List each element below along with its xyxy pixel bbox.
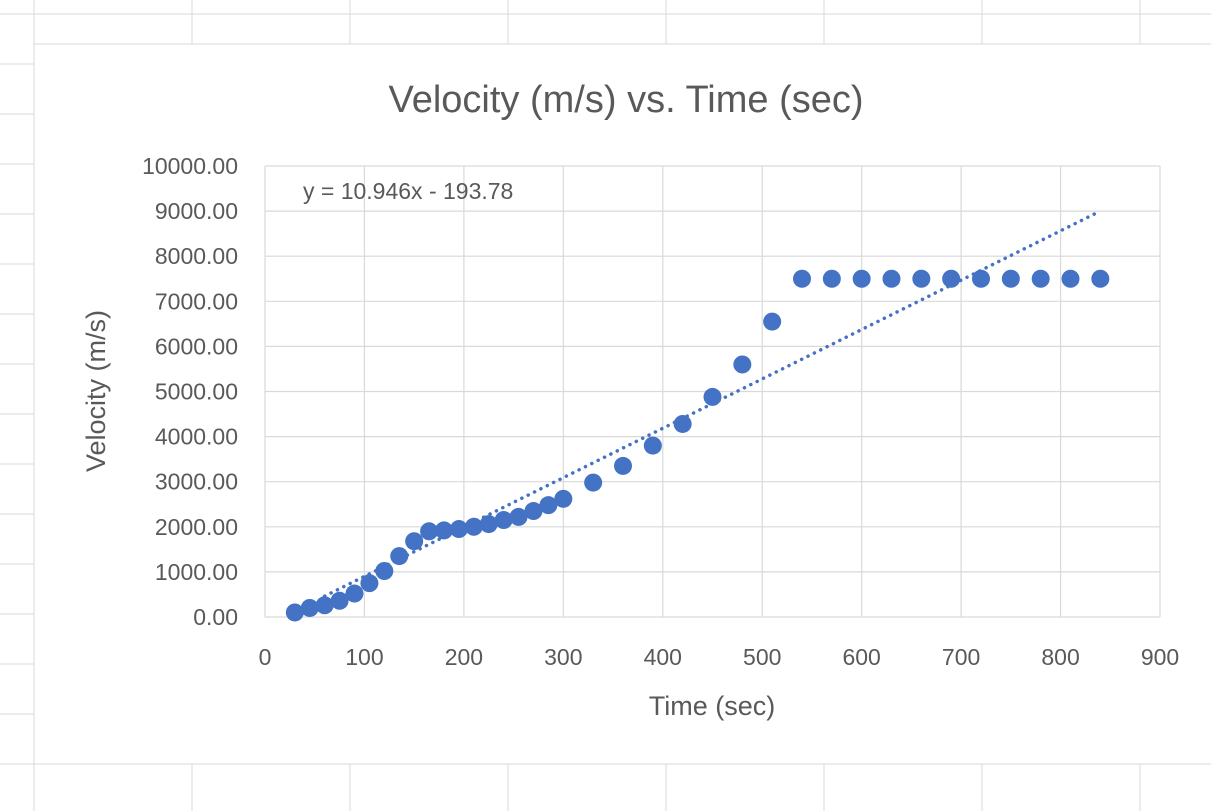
x-tick-label: 900 (1141, 644, 1179, 670)
y-tick-label: 5000.00 (155, 379, 238, 405)
data-point[interactable] (285, 603, 304, 622)
data-point[interactable] (733, 355, 752, 374)
data-point[interactable] (643, 436, 662, 455)
data-point[interactable] (345, 584, 364, 603)
y-tick-label: 2000.00 (155, 514, 238, 540)
data-point[interactable] (435, 521, 453, 540)
data-point[interactable] (703, 387, 722, 406)
data-point[interactable] (584, 473, 603, 492)
data-point[interactable] (882, 269, 901, 288)
x-tick-label: 700 (942, 644, 980, 670)
data-point[interactable] (375, 561, 394, 580)
x-tick-label: 800 (1041, 644, 1079, 670)
y-axis: 0.00 1000.00 2000.00 3000.00 4000.00 5000.00 6… (142, 153, 238, 630)
data-point[interactable] (912, 269, 931, 288)
data-point[interactable] (464, 517, 483, 536)
y-tick-label: 10000.00 (142, 153, 238, 179)
data-point[interactable] (330, 591, 349, 610)
x-axis: 0 100 200 300 400 500 600 700 800 900 (259, 644, 1180, 670)
data-point[interactable] (494, 511, 513, 530)
trendline-equation: y = 10.946x - 193.78 (303, 178, 513, 204)
data-point[interactable] (360, 574, 379, 593)
chart-area[interactable] (33, 43, 1211, 765)
x-tick-label: 400 (644, 644, 682, 670)
data-point[interactable] (539, 496, 558, 515)
data-point[interactable] (614, 456, 632, 475)
y-tick-label: 3000.00 (155, 469, 238, 495)
x-tick-label: 600 (842, 644, 880, 670)
data-point[interactable] (479, 515, 498, 534)
data-points (285, 269, 1110, 622)
data-point[interactable] (300, 598, 319, 617)
y-tick-label: 9000.00 (155, 198, 238, 224)
x-tick-label: 500 (743, 644, 781, 670)
data-point[interactable] (554, 489, 573, 508)
y-tick-label: 6000.00 (155, 333, 238, 359)
x-axis-title: Time (sec) (649, 691, 776, 721)
data-point[interactable] (822, 269, 841, 288)
data-point[interactable] (1091, 269, 1110, 288)
y-axis-title: Velocity (m/s) (81, 310, 111, 472)
data-point[interactable] (509, 507, 528, 526)
data-point[interactable] (763, 312, 782, 331)
data-point[interactable] (972, 269, 990, 288)
x-tick-label: 100 (345, 644, 383, 670)
data-point[interactable] (673, 414, 692, 433)
y-tick-label: 1000.00 (155, 559, 238, 585)
data-point[interactable] (1001, 269, 1020, 288)
x-tick-label: 0 (259, 644, 272, 670)
x-tick-label: 200 (445, 644, 483, 670)
data-point[interactable] (942, 269, 961, 288)
y-tick-label: 0.00 (193, 604, 238, 630)
data-point[interactable] (315, 596, 334, 615)
data-point[interactable] (405, 532, 424, 551)
data-point[interactable] (449, 520, 468, 539)
data-point[interactable] (420, 522, 439, 541)
data-point[interactable] (524, 502, 543, 521)
chart-title: Velocity (m/s) vs. Time (sec) (388, 79, 863, 121)
data-point[interactable] (793, 269, 811, 288)
data-point[interactable] (1031, 269, 1050, 288)
data-point[interactable] (852, 269, 871, 288)
data-point[interactable] (1061, 269, 1080, 288)
y-tick-label: 8000.00 (155, 243, 238, 269)
y-tick-label: 7000.00 (155, 288, 238, 314)
x-tick-label: 300 (544, 644, 582, 670)
y-tick-label: 4000.00 (155, 424, 238, 450)
data-point[interactable] (390, 547, 409, 566)
